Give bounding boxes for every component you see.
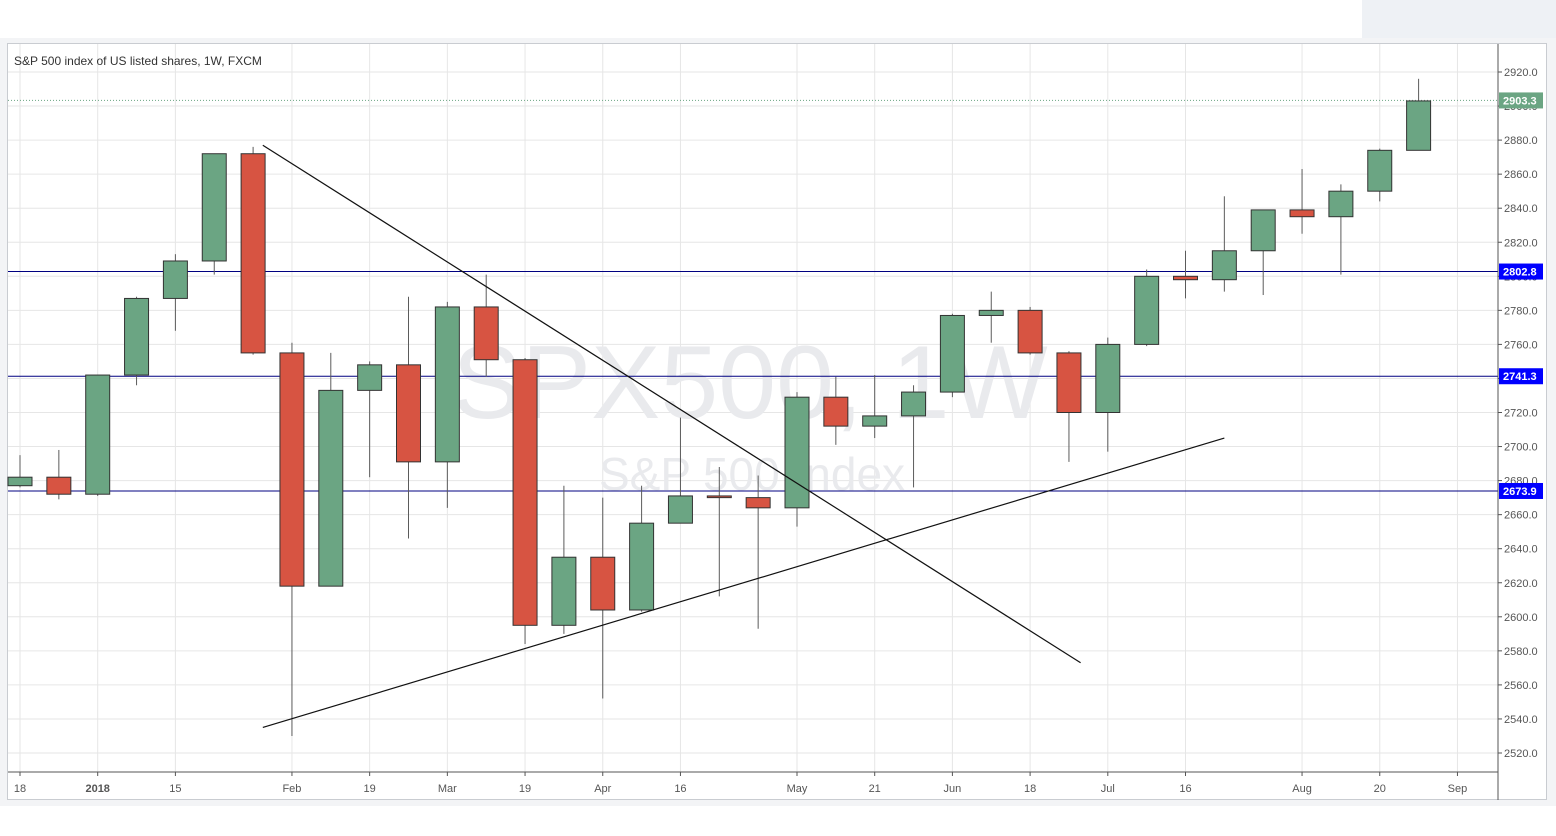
candle-body-up [1328, 190, 1354, 218]
level-price-label-box [1499, 482, 1543, 499]
candle-body-down [473, 306, 499, 361]
price-tick-label: 2840.0 [1504, 203, 1538, 215]
price-tick-label: 2700.0 [1504, 442, 1538, 454]
level-price-label: 2741.3 [1503, 371, 1537, 383]
time-tick-label: Feb [282, 783, 301, 795]
candle-body-up [551, 556, 577, 626]
time-tick-label: Sep [1448, 783, 1468, 795]
level-price-label-box [1499, 263, 1543, 280]
price-tick-label: 2880.0 [1504, 135, 1538, 147]
time-tick-label: Jun [944, 783, 962, 795]
candle-body-up [1250, 209, 1276, 252]
price-tick-label: 2920.0 [1504, 67, 1538, 79]
level-price-label: 2802.8 [1503, 267, 1537, 279]
price-labels: 2802.8 2741.3 2673.9 2903.3 [1499, 92, 1543, 499]
time-tick-label: 18 [1024, 783, 1036, 795]
time-tick-label: Mar [438, 783, 457, 795]
price-tick-label: 2540.0 [1504, 714, 1538, 726]
candle-body-up [318, 389, 344, 587]
candle-body-up [1406, 100, 1432, 151]
watermark-description: S&P 500 Index [599, 448, 905, 500]
candle-body-up [939, 314, 965, 393]
level-price-label-box [1499, 368, 1543, 385]
candle-body-up [667, 495, 693, 524]
time-tick-label: Aug [1292, 783, 1312, 795]
bottom-bar [0, 806, 1556, 836]
candle-body-down [823, 396, 849, 427]
time-tick-label: 16 [674, 783, 686, 795]
time-tick-label: May [787, 783, 808, 795]
price-tick-label: 2780.0 [1504, 305, 1538, 317]
time-tick-label: Apr [594, 783, 611, 795]
price-tick-label: 2580.0 [1504, 646, 1538, 658]
candle-body-down [706, 495, 732, 499]
candle-body-up [629, 522, 655, 611]
price-tick-label: 2860.0 [1504, 169, 1538, 181]
price-tick-label: 2720.0 [1504, 408, 1538, 420]
candle-body-down [240, 153, 266, 354]
price-axis: 2520.0 2540.0 2560.0 2580.0 2600.0 2620.0 2640… [1497, 44, 1538, 800]
candle-body-down [1056, 352, 1082, 414]
time-tick-label: 20 [1374, 783, 1386, 795]
candle-body-down [1017, 309, 1043, 354]
candle-body-down [1173, 275, 1198, 281]
candle-body-up [85, 374, 111, 495]
time-tick-label: 2018 [85, 783, 109, 795]
price-tick-label: 2520.0 [1504, 748, 1538, 760]
price-tick-label: 2820.0 [1504, 237, 1538, 249]
candle-body-down [279, 352, 305, 587]
candles [7, 78, 1432, 736]
price-tick-label: 2640.0 [1504, 544, 1538, 556]
time-tick-label: 19 [519, 783, 531, 795]
candle-body-up [162, 260, 188, 299]
top-bar [0, 0, 1362, 38]
time-tick-label: 21 [869, 783, 881, 795]
candle-body-up [124, 297, 150, 376]
time-axis: 18 2018 15 Feb 19 Mar 19 Apr 16 May 21 Jun 18 Jul 16 Au… [8, 771, 1498, 795]
chart-title: S&P 500 index of US listed shares, 1W, F… [14, 54, 262, 68]
candle-body-up [978, 309, 1004, 316]
top-right-pad [1362, 0, 1556, 38]
candle-body-up [201, 153, 227, 262]
candle-body-down [512, 359, 538, 626]
price-tick-label: 2620.0 [1504, 578, 1538, 590]
candle-body-down [1289, 209, 1315, 218]
level-price-label: 2673.9 [1503, 486, 1537, 498]
price-tick-label: 2560.0 [1504, 680, 1538, 692]
last-price-label-box [1499, 92, 1543, 109]
candle-body-up [1211, 250, 1237, 281]
candle-body-up [1134, 275, 1160, 345]
candle-body-up [434, 306, 460, 463]
candle-body-up [784, 396, 810, 509]
candle-body-up [357, 364, 383, 391]
price-tick-label: 2760.0 [1504, 339, 1538, 351]
trend-line [262, 144, 1081, 664]
last-price-label: 2903.3 [1503, 95, 1537, 107]
candle-body-down [396, 364, 421, 463]
candle-body-down [590, 556, 616, 611]
candle-body-up [1367, 149, 1393, 192]
candle-body-up [901, 391, 927, 417]
trend-lines [262, 144, 1225, 729]
trend-line [262, 437, 1225, 729]
candle-body-down [745, 497, 771, 509]
time-tick-label: 19 [364, 783, 376, 795]
candle-body-up [1095, 343, 1121, 413]
price-tick-label: 2660.0 [1504, 510, 1538, 522]
time-tick-label: 18 [14, 783, 26, 795]
time-tick-label: 15 [169, 783, 181, 795]
candle-body-up [7, 476, 33, 487]
candle-body-up [862, 415, 888, 427]
price-tick-label: 2600.0 [1504, 612, 1538, 624]
time-tick-label: Jul [1101, 783, 1115, 795]
time-tick-label: 16 [1179, 783, 1191, 795]
candle-body-down [46, 476, 72, 495]
